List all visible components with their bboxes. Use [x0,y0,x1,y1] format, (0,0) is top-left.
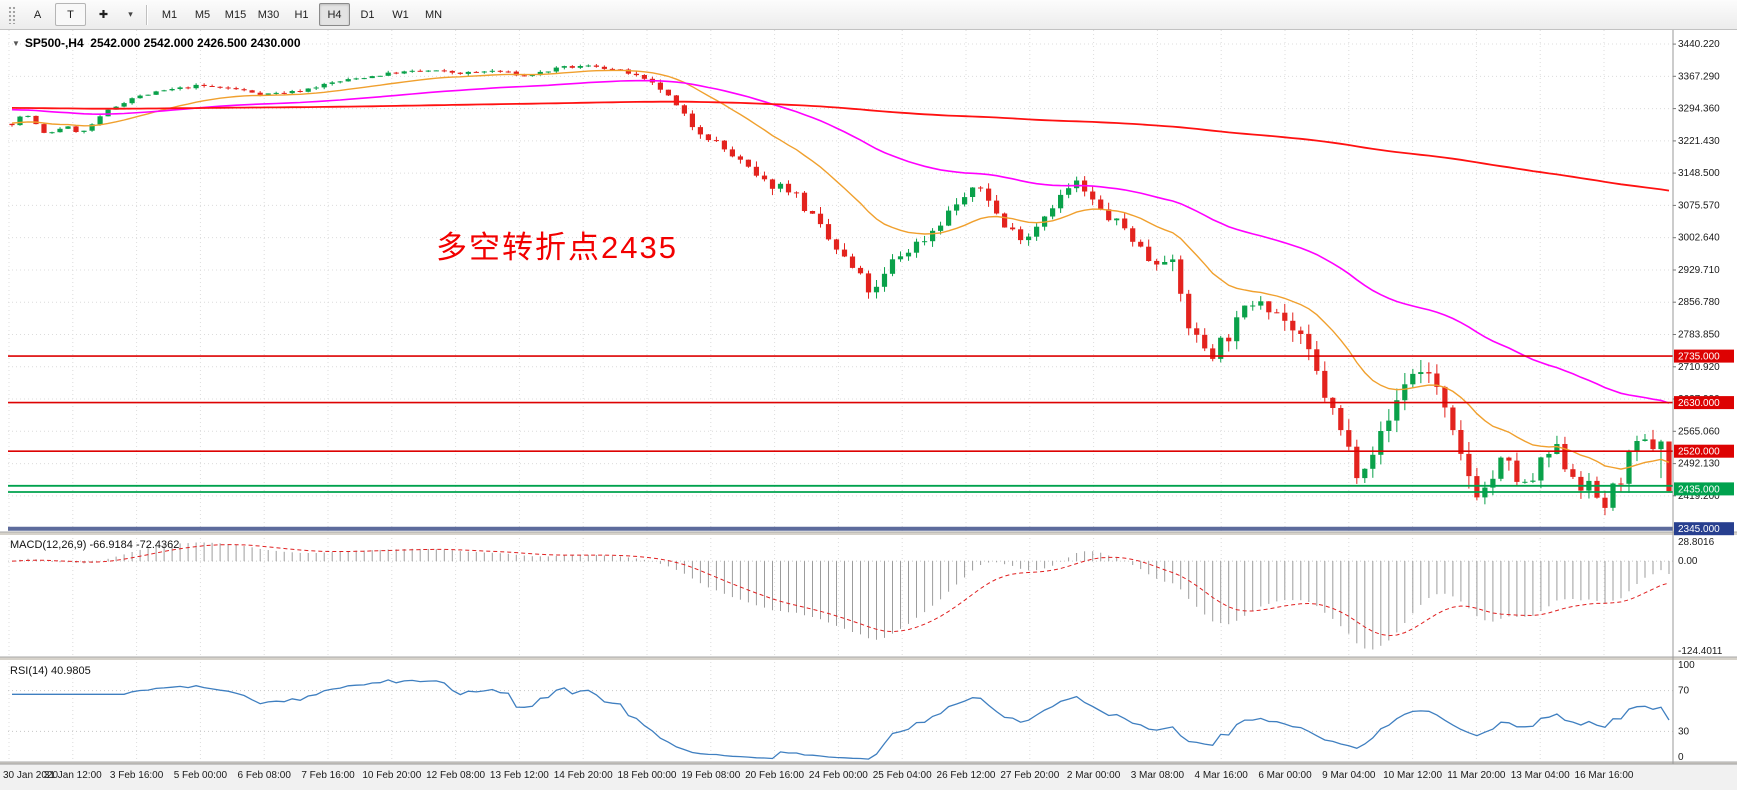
svg-text:13 Mar 04:00: 13 Mar 04:00 [1511,770,1570,781]
svg-text:18 Feb 00:00: 18 Feb 00:00 [618,770,677,781]
timeframe-h1-button[interactable]: H1 [294,8,309,21]
svg-text:26 Feb 12:00: 26 Feb 12:00 [937,770,996,781]
svg-text:3002.640: 3002.640 [1678,233,1720,244]
svg-text:3148.500: 3148.500 [1678,168,1720,179]
svg-text:2435.000: 2435.000 [1678,484,1720,495]
toolbar-drag-handle[interactable] [8,5,16,24]
svg-text:2520.000: 2520.000 [1678,447,1720,458]
svg-text:3440.220: 3440.220 [1678,39,1720,50]
tool-crosshair-button[interactable]: ✚ [98,9,109,21]
svg-text:2 Mar 00:00: 2 Mar 00:00 [1067,770,1121,781]
svg-text:10 Feb 20:00: 10 Feb 20:00 [362,770,421,781]
timeframe-m5-button[interactable]: M5 [194,8,211,21]
svg-text:2735.000: 2735.000 [1678,352,1720,363]
svg-text:2630.000: 2630.000 [1678,398,1720,409]
svg-text:100: 100 [1678,660,1695,671]
svg-text:14 Feb 20:00: 14 Feb 20:00 [554,770,613,781]
svg-text:27 Feb 20:00: 27 Feb 20:00 [1000,770,1059,781]
svg-text:24 Feb 00:00: 24 Feb 00:00 [809,770,868,781]
svg-text:16 Mar 16:00: 16 Mar 16:00 [1575,770,1634,781]
timeframe-h4-button[interactable]: H4 [319,3,350,26]
svg-text:3 Feb 16:00: 3 Feb 16:00 [110,770,164,781]
price-badge [1674,396,1734,410]
timeframe-m30-button[interactable]: M30 [257,8,280,21]
svg-text:11 Mar 20:00: 11 Mar 20:00 [1447,770,1506,781]
svg-text:3367.290: 3367.290 [1678,71,1720,82]
svg-text:12 Feb 08:00: 12 Feb 08:00 [426,770,485,781]
tool-text-label-button[interactable]: T [55,3,86,26]
svg-text:4 Mar 16:00: 4 Mar 16:00 [1195,770,1249,781]
macd-signal-line [11,544,1670,637]
svg-text:20 Feb 16:00: 20 Feb 16:00 [745,770,804,781]
svg-text:30: 30 [1678,726,1690,737]
svg-text:2492.130: 2492.130 [1678,459,1720,470]
ma-mid-line [11,79,1670,404]
svg-text:2710.920: 2710.920 [1678,362,1720,373]
svg-text:30 Jan 2020: 30 Jan 2020 [3,770,58,781]
svg-text:2929.710: 2929.710 [1678,265,1720,276]
svg-text:3221.430: 3221.430 [1678,136,1720,147]
rsi-line [12,679,1670,760]
price-badge [1674,444,1734,458]
svg-text:5 Feb 00:00: 5 Feb 00:00 [174,770,228,781]
svg-text:-124.4011: -124.4011 [1678,646,1723,657]
svg-text:10 Mar 12:00: 10 Mar 12:00 [1383,770,1442,781]
svg-text:6 Feb 08:00: 6 Feb 08:00 [238,770,292,781]
svg-text:25 Feb 04:00: 25 Feb 04:00 [873,770,932,781]
timeframe-w1-button[interactable]: W1 [392,8,409,21]
timeframe-m15-button[interactable]: M15 [224,8,247,21]
svg-text:70: 70 [1678,686,1690,697]
svg-text:0: 0 [1678,752,1684,763]
timeframe-mn-button[interactable]: MN [424,8,443,21]
svg-text:2856.780: 2856.780 [1678,297,1720,308]
svg-text:9 Mar 04:00: 9 Mar 04:00 [1322,770,1376,781]
svg-text:0.00: 0.00 [1678,556,1698,567]
svg-text:2783.850: 2783.850 [1678,329,1720,340]
svg-text:2419.200: 2419.200 [1678,491,1720,502]
chart-annotation-text[interactable]: 多空转折点2435 [436,230,678,265]
ma-fast-line [11,69,1670,470]
svg-text:6 Mar 00:00: 6 Mar 00:00 [1258,770,1312,781]
price-badge [1674,522,1734,536]
price-badge [1674,349,1734,363]
svg-text:31 Jan 12:00: 31 Jan 12:00 [44,770,102,781]
macd-histogram [19,542,1670,650]
svg-text:3294.360: 3294.360 [1678,104,1720,115]
svg-text:3075.570: 3075.570 [1678,200,1720,211]
tool-tools-dropdown-button[interactable]: ▾ [128,9,133,19]
svg-text:3 Mar 08:00: 3 Mar 08:00 [1131,770,1185,781]
timeframe-m1-button[interactable]: M1 [161,8,178,21]
svg-text:13 Feb 12:00: 13 Feb 12:00 [490,770,549,781]
svg-text:19 Feb 08:00: 19 Feb 08:00 [681,770,740,781]
timeframe-d1-button[interactable]: D1 [360,8,375,21]
svg-text:28.8016: 28.8016 [1678,537,1715,548]
tool-text-button[interactable]: A [33,8,42,21]
ma-slow-line [11,100,1670,192]
price-badge [1674,482,1734,496]
toolbar: A T ✚ ▾ M1 M5 M15 M30 H1 H4 D1 W1 MN [0,0,1737,30]
svg-text:7 Feb 16:00: 7 Feb 16:00 [301,770,355,781]
price-axis[interactable]: 3440.220 3367.290 3294.360 3221.430 3148.500… [1672,30,1734,764]
svg-text:2565.060: 2565.060 [1678,426,1720,437]
candles [9,64,1672,516]
svg-text:2345.000: 2345.000 [1678,524,1720,535]
